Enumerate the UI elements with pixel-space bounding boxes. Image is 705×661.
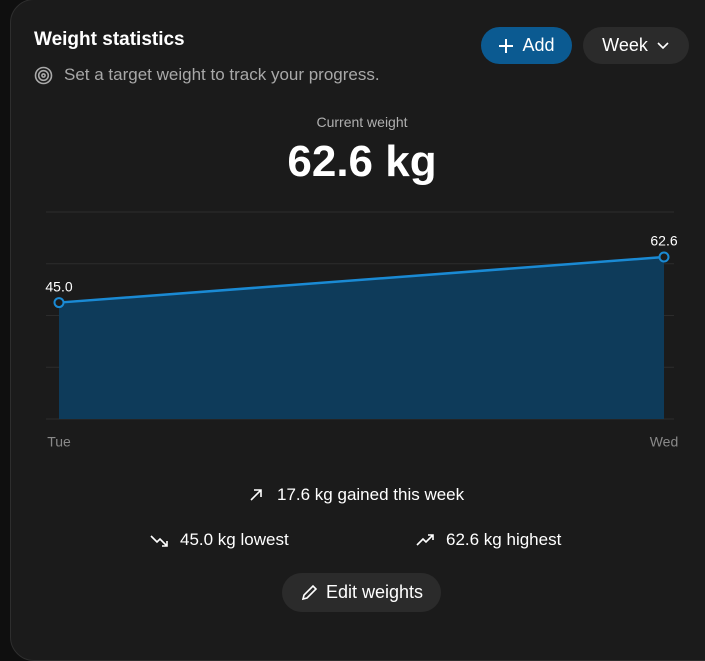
gain-icon: [250, 489, 262, 501]
value-label: 45.0: [45, 278, 72, 294]
down-trend-icon: [150, 535, 168, 547]
change-stat: 17.6 kg gained this week: [277, 485, 465, 504]
line: [58, 255, 665, 304]
highest-stat: 62.6 kg highest: [446, 530, 562, 549]
add-label: Add: [522, 35, 555, 55]
area-fill: [59, 257, 664, 419]
edit-label: Edit weights: [325, 582, 424, 602]
pencil-icon: [301, 584, 318, 600]
lowest-stat: 45.0 kg lowest: [180, 530, 289, 549]
add-button[interactable]: Add: [481, 27, 572, 64]
x-tick-label: Wed: [650, 434, 679, 450]
up-trend-icon: [416, 534, 434, 546]
target-icon: [34, 66, 53, 85]
current-label: Current weight: [316, 114, 408, 130]
page: Weight statistics Set a target weight to…: [10, 0, 705, 661]
subtitle: Set a target weight to track your progre…: [64, 65, 380, 84]
point: [658, 251, 670, 263]
period-button[interactable]: Week: [583, 27, 689, 64]
title: Weight statistics: [34, 29, 185, 50]
current-value: 62.6 kg: [287, 137, 437, 186]
value-label: 62.6: [650, 233, 677, 249]
x-tick-label: Tue: [47, 434, 71, 450]
chevron-icon: [657, 41, 669, 49]
edit-button[interactable]: Edit weights: [282, 573, 441, 612]
plus-icon: [499, 38, 514, 53]
point: [53, 297, 65, 309]
chart: 45.0 62.6 Tue Wed: [45, 211, 679, 450]
period-label: Week: [602, 35, 648, 55]
